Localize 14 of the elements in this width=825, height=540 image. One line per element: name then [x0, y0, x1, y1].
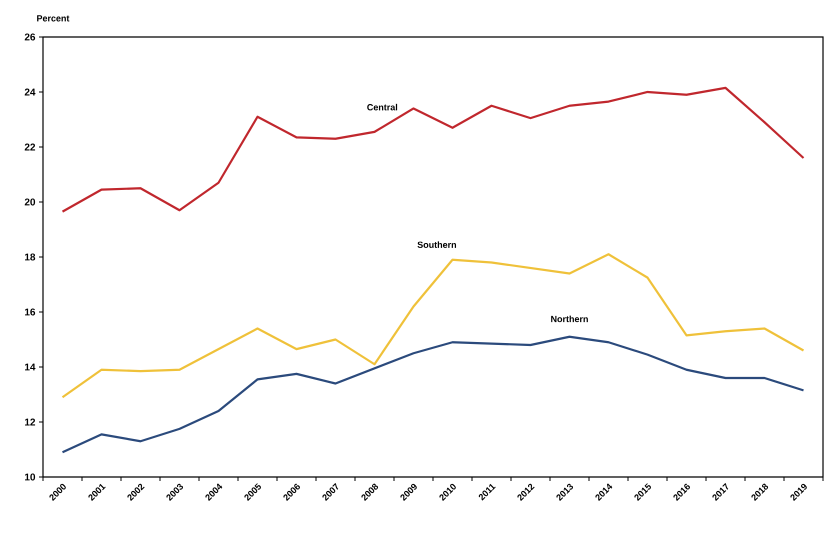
y-tick-label: 24: [24, 88, 36, 96]
y-tick-label: 16: [25, 308, 36, 316]
series-label: Northern: [551, 316, 588, 322]
y-tick-label: 22: [24, 144, 36, 150]
y-tick-label: 10: [25, 473, 36, 481]
y-tick-label: 26: [24, 33, 36, 41]
series-label: Southern: [417, 241, 456, 248]
y-axis-title: Percent: [37, 15, 70, 22]
y-tick-label: 20: [24, 198, 36, 206]
line-series: [61, 86, 805, 213]
series-label: Central: [367, 104, 398, 110]
y-tick-label: 14: [25, 364, 36, 370]
y-tick-label: 18: [25, 253, 36, 261]
y-tick-label: 12: [25, 418, 36, 426]
